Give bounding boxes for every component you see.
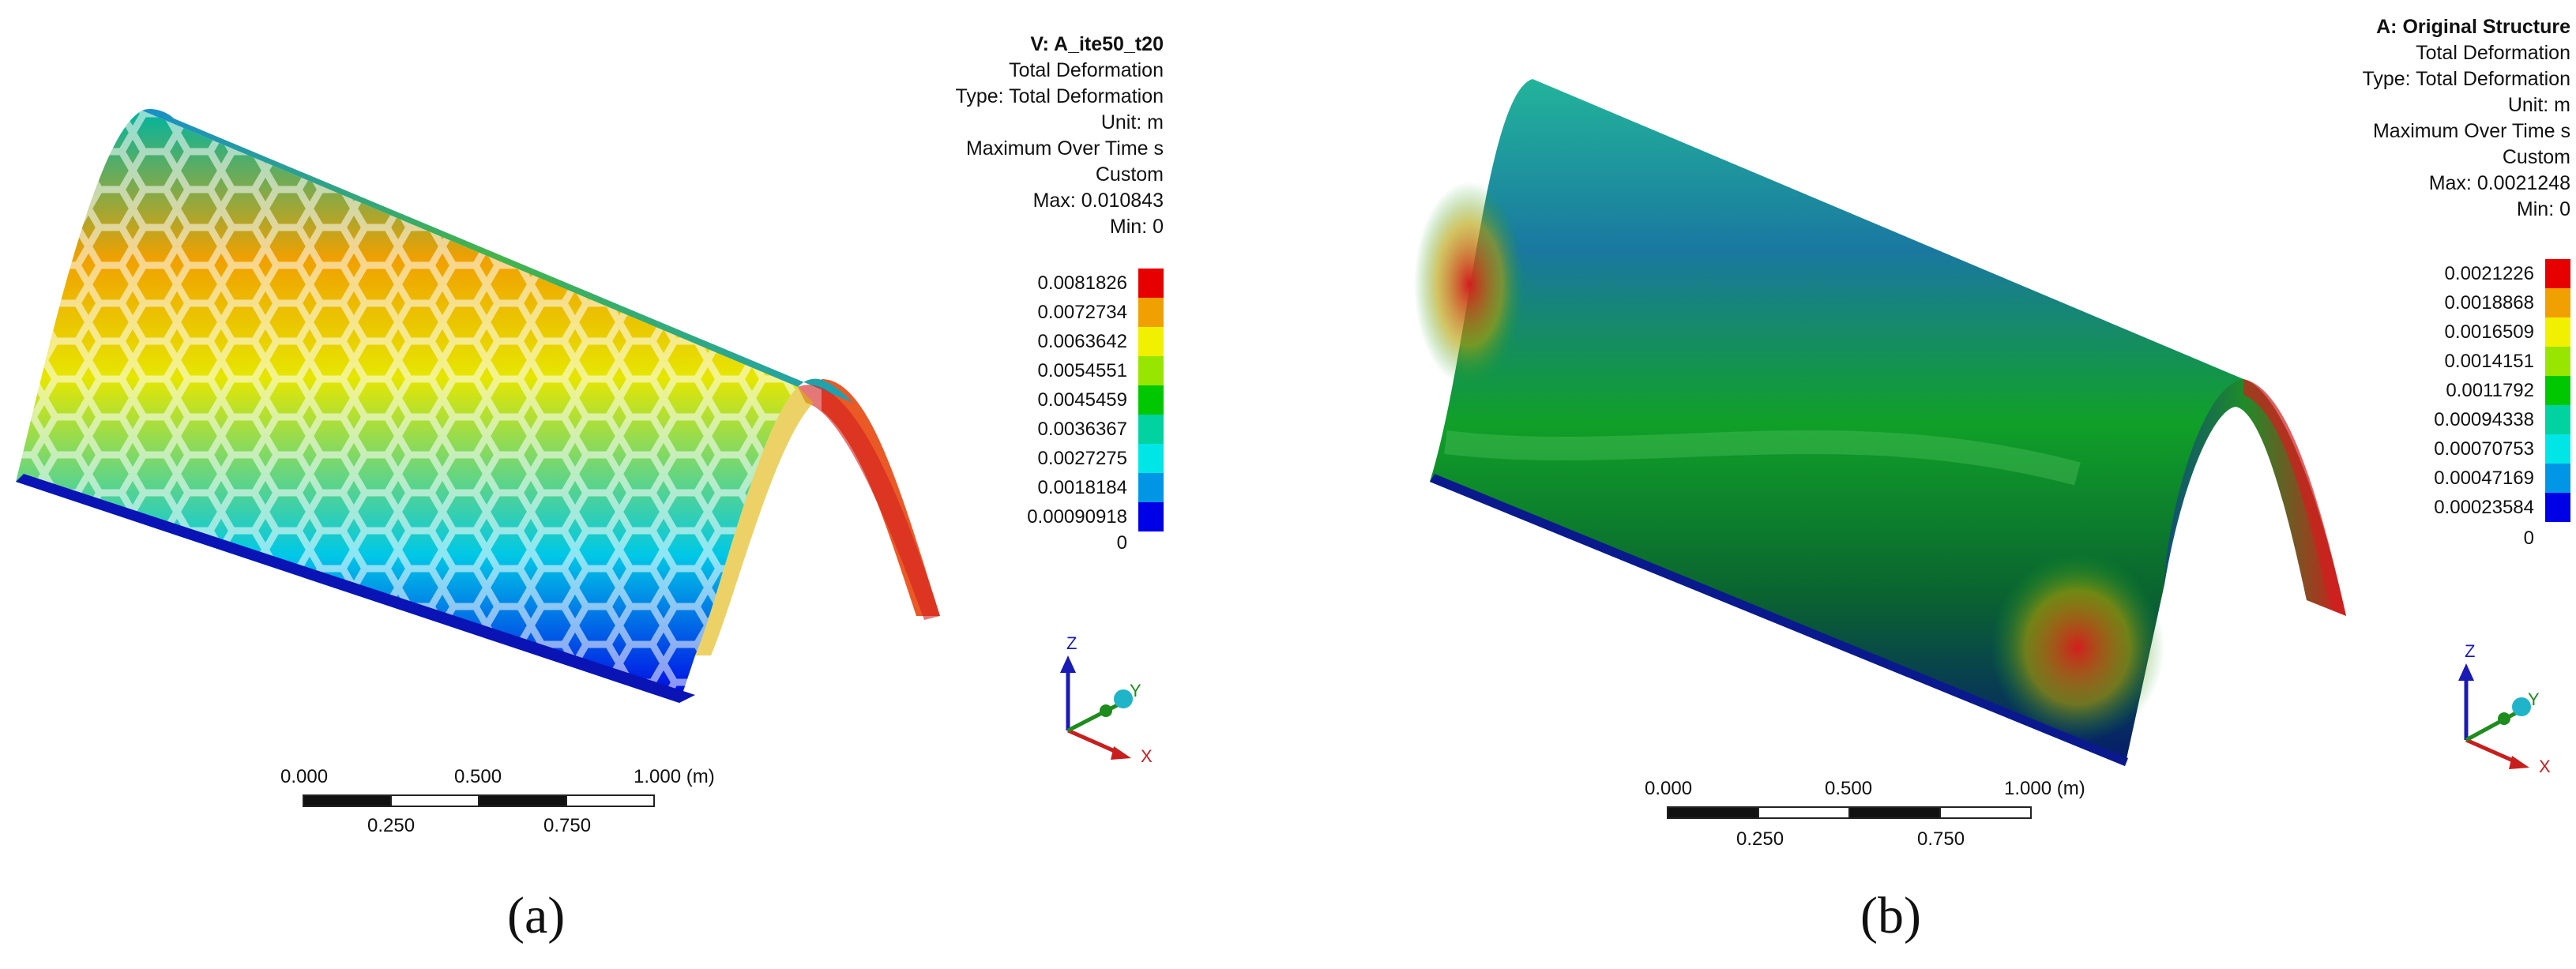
scale-label: 1.000 (m) bbox=[2004, 778, 2085, 799]
legend-row: 0.0054551 bbox=[1038, 356, 1164, 385]
legend-row: 0.00070753 bbox=[2434, 434, 2570, 464]
scale-segment bbox=[478, 794, 567, 807]
result-max: Max: 0.010843 bbox=[1032, 190, 1164, 212]
result-max: Max: 0.0021248 bbox=[2428, 172, 2570, 194]
result-type: Type: Total Deformation bbox=[955, 85, 1164, 107]
legend-swatch bbox=[2545, 434, 2570, 464]
legend-row: 0.0011792 bbox=[2446, 376, 2570, 405]
result-title: V: A_ite50_t20 bbox=[1030, 33, 1164, 55]
legend-row: 0.00047169 bbox=[2434, 464, 2570, 493]
scale-segment bbox=[1758, 806, 1850, 819]
legend-zero-label: 0 bbox=[1116, 532, 1127, 554]
legend-swatch bbox=[1138, 385, 1164, 415]
result-name: Total Deformation bbox=[1009, 59, 1164, 81]
legend-swatch bbox=[2545, 405, 2570, 434]
legend-swatch bbox=[1138, 502, 1164, 531]
legend-swatch bbox=[2545, 464, 2570, 493]
results-header: V: A_ite50_t20 Total Deformation Type: T… bbox=[769, 32, 1164, 240]
scale-bar: 0.000 0.500 1.000 (m) 0.250 0.750 bbox=[280, 766, 723, 845]
legend-swatch bbox=[2545, 259, 2570, 288]
scale-segment bbox=[303, 794, 392, 807]
legend-row: 0.0016509 bbox=[2445, 317, 2570, 347]
legend-row: 0.0027275 bbox=[1038, 444, 1164, 473]
scale-segment bbox=[390, 794, 479, 807]
scale-label: 0.750 bbox=[1917, 828, 1965, 850]
results-header: A: Original Structure Total Deformation … bbox=[2175, 14, 2570, 223]
legend-swatch bbox=[1138, 327, 1164, 356]
scale-segment bbox=[1939, 806, 2032, 819]
result-min: Min: 0 bbox=[2516, 198, 2570, 220]
scale-segment bbox=[1848, 806, 1941, 819]
legend-swatch bbox=[1138, 356, 1164, 385]
legend-row: 0.0018868 bbox=[2445, 288, 2570, 317]
legend-swatch bbox=[1138, 298, 1164, 327]
result-title: A: Original Structure bbox=[2376, 16, 2570, 38]
result-type: Type: Total Deformation bbox=[2362, 68, 2570, 90]
legend-row: 0.0021226 bbox=[2445, 259, 2570, 288]
legend-row: 0.0018184 bbox=[1038, 473, 1164, 502]
legend-row: 0.00090918 bbox=[1027, 502, 1164, 531]
scale-label: 0.750 bbox=[543, 815, 592, 836]
legend-swatch bbox=[1138, 415, 1164, 444]
legend-row: 0.0036367 bbox=[1038, 415, 1164, 444]
panel-a: V: A_ite50_t20 Total Deformation Type: T… bbox=[16, 32, 1164, 945]
legend-zero-label: 0 bbox=[2523, 528, 2534, 549]
scale-label: 0.250 bbox=[1736, 828, 1784, 850]
result-unit: Unit: m bbox=[1100, 111, 1164, 133]
scale-label: 0.250 bbox=[367, 815, 416, 836]
result-unit: Unit: m bbox=[2507, 94, 2570, 116]
solid-arch-model bbox=[1414, 79, 2346, 766]
scale-label: 0.500 bbox=[1825, 778, 1873, 799]
panel-label-b: (b) bbox=[1860, 887, 1921, 945]
result-time: Maximum Over Time s bbox=[965, 137, 1164, 160]
scale-label: 0.500 bbox=[454, 766, 502, 787]
result-time: Maximum Over Time s bbox=[2372, 120, 2570, 142]
legend-row: 0.00023584 bbox=[2434, 493, 2570, 522]
result-name: Total Deformation bbox=[2416, 42, 2570, 64]
legend-row: 0.0081826 bbox=[1038, 269, 1164, 298]
legend-row: 0.0063642 bbox=[1038, 327, 1164, 356]
lattice-arch-model bbox=[16, 109, 940, 703]
legend-swatch bbox=[2545, 493, 2570, 522]
scale-segment bbox=[566, 794, 655, 807]
legend-row: 0.0072734 bbox=[1038, 298, 1164, 327]
legend-swatch bbox=[1138, 269, 1164, 298]
legend-swatch bbox=[1138, 444, 1164, 473]
scale-bar: 0.000 0.500 1.000 (m) 0.250 0.750 bbox=[1645, 778, 2087, 857]
legend-swatch bbox=[2545, 317, 2570, 347]
result-custom: Custom bbox=[2502, 146, 2570, 168]
contour-legend: 0.0021226 0.0018868 0.0016509 0.0014151 … bbox=[2365, 259, 2570, 559]
scale-label: 1.000 (m) bbox=[634, 766, 715, 787]
legend-row: 0.0014151 bbox=[2445, 347, 2570, 376]
result-min: Min: 0 bbox=[1109, 216, 1164, 238]
legend-row: 0.0045459 bbox=[1038, 385, 1164, 415]
panel-b: A: Original Structure Total Deformation … bbox=[1288, 0, 2576, 969]
scale-segment bbox=[1667, 806, 1759, 819]
legend-swatch bbox=[2545, 347, 2570, 376]
contour-legend: 0.0081826 0.0072734 0.0063642 0.0054551 … bbox=[958, 269, 1164, 554]
panel-label-a: (a) bbox=[507, 887, 566, 945]
result-custom: Custom bbox=[1095, 163, 1164, 186]
scale-label: 0.000 bbox=[1645, 778, 1693, 799]
legend-row: 0.00094338 bbox=[2434, 405, 2570, 434]
legend-swatch bbox=[2545, 376, 2570, 405]
scale-label: 0.000 bbox=[280, 766, 329, 787]
legend-swatch bbox=[2545, 288, 2570, 317]
legend-swatch bbox=[1138, 473, 1164, 502]
